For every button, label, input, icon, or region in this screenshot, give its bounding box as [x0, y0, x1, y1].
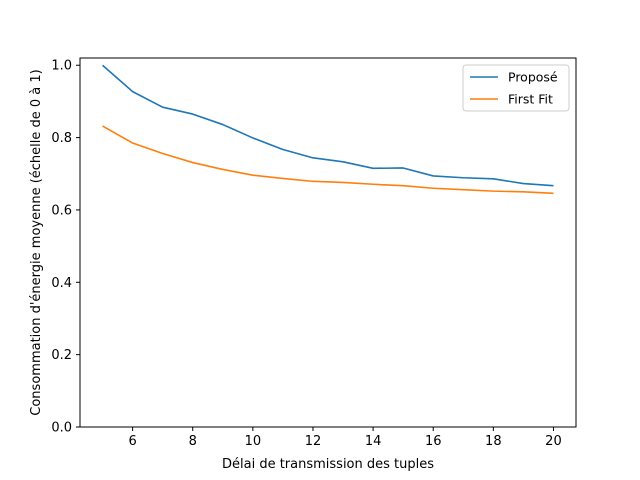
y-tick-label: 0.2: [51, 348, 72, 363]
y-tick-label: 0.8: [51, 131, 72, 146]
x-tick-label: 16: [425, 434, 442, 449]
y-tick-label: 0.4: [51, 276, 72, 291]
x-tick-label: 12: [305, 434, 322, 449]
legend-label-first-fit: First Fit: [508, 92, 553, 107]
y-axis-ticks: 0.0 0.2 0.4 0.6 0.8 1.0: [51, 59, 80, 436]
x-tick-label: 6: [128, 434, 136, 449]
x-tick-label: 10: [245, 434, 262, 449]
legend: Proposé First Fit: [462, 64, 570, 112]
axes-frame: [79, 57, 577, 428]
x-tick-label: 18: [485, 434, 502, 449]
y-tick-label: 1.0: [51, 59, 72, 74]
x-tick-label: 14: [365, 434, 382, 449]
plot-area: [79, 57, 577, 428]
series-line-propose: [102, 64, 554, 187]
x-axis-ticks: 6 8 10 12 14 16 18 20: [128, 427, 562, 449]
y-tick-label: 0.6: [51, 203, 72, 218]
legend-label-propose: Proposé: [508, 70, 558, 85]
y-tick-label: 0.0: [51, 421, 72, 436]
y-axis-label: Consommation d'énergie moyenne (échelle …: [29, 69, 44, 415]
series-line-first-fit: [102, 125, 554, 195]
x-axis-label: Délai de transmission des tuples: [222, 457, 434, 472]
x-tick-label: 8: [189, 434, 197, 449]
x-tick-label: 20: [545, 434, 562, 449]
